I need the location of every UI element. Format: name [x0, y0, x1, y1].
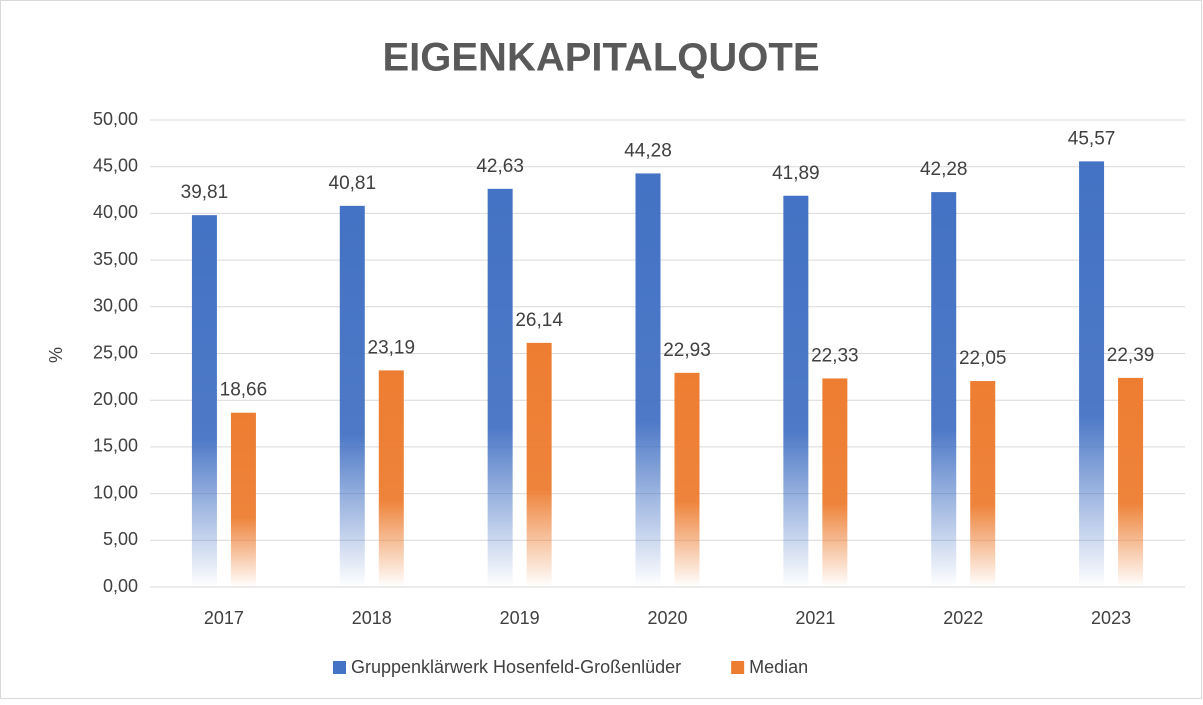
legend-swatch — [731, 661, 745, 674]
bar — [378, 370, 404, 587]
data-label: 26,14 — [515, 310, 563, 331]
bar — [526, 342, 552, 587]
y-axis-label: % — [46, 347, 66, 363]
y-tick-label: 25,00 — [93, 342, 138, 362]
bar — [230, 412, 256, 587]
data-label: 22,33 — [811, 345, 859, 366]
data-label: 22,05 — [959, 348, 1007, 369]
y-tick-label: 0,00 — [103, 576, 138, 596]
legend-label: Gruppenklärwerk Hosenfeld-Großenlüder — [351, 657, 681, 677]
data-label: 39,81 — [181, 182, 229, 203]
y-tick-label: 15,00 — [93, 436, 138, 456]
data-label: 22,39 — [1107, 345, 1155, 366]
chart-title: EIGENKAPITALQUOTE — [382, 36, 819, 80]
data-label: 22,93 — [663, 340, 711, 361]
bar — [1079, 161, 1105, 587]
legend-swatch — [333, 661, 346, 674]
y-tick-label: 10,00 — [93, 482, 138, 502]
data-label: 42,63 — [476, 156, 524, 177]
bar — [931, 192, 957, 587]
bar — [822, 378, 848, 587]
y-tick-label: 45,00 — [93, 155, 138, 175]
x-tick-label: 2017 — [204, 608, 244, 628]
x-tick-label: 2021 — [795, 608, 835, 628]
x-tick-label: 2022 — [943, 608, 983, 628]
x-tick-label: 2019 — [500, 608, 540, 628]
x-tick-label: 2018 — [352, 608, 392, 628]
bar — [674, 372, 700, 587]
y-tick-label: 50,00 — [93, 109, 138, 129]
x-tick-label: 2023 — [1091, 608, 1131, 628]
data-label: 40,81 — [329, 173, 377, 194]
y-tick-label: 35,00 — [93, 249, 138, 269]
y-tick-label: 5,00 — [103, 529, 138, 549]
data-label: 44,28 — [624, 140, 672, 161]
legend-label: Median — [749, 657, 808, 677]
bar — [487, 188, 513, 587]
data-label: 18,66 — [220, 380, 268, 401]
data-label: 23,19 — [368, 337, 416, 358]
data-label: 42,28 — [920, 159, 968, 180]
data-label: 41,89 — [772, 163, 820, 184]
data-label: 45,57 — [1068, 128, 1116, 149]
y-tick-label: 30,00 — [93, 296, 138, 316]
bar — [191, 215, 217, 587]
y-tick-label: 40,00 — [93, 202, 138, 222]
bar — [339, 205, 365, 587]
bar — [1118, 377, 1144, 587]
bar — [970, 381, 996, 587]
y-tick-label: 20,00 — [93, 389, 138, 409]
bar — [635, 173, 661, 587]
bar — [783, 195, 809, 587]
x-tick-label: 2020 — [647, 608, 687, 628]
